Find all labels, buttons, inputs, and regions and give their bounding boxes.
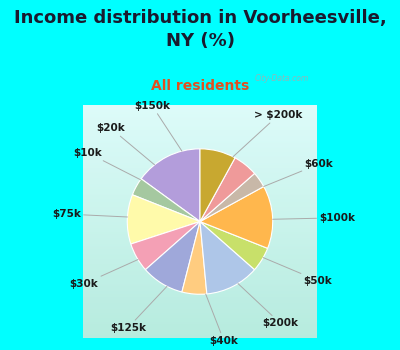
Text: $100k: $100k: [273, 213, 355, 223]
Text: $150k: $150k: [134, 101, 182, 151]
Wedge shape: [141, 149, 200, 222]
Text: All residents: All residents: [151, 79, 249, 93]
Text: $10k: $10k: [74, 148, 140, 180]
Text: $60k: $60k: [264, 159, 333, 187]
Wedge shape: [200, 187, 273, 248]
Wedge shape: [146, 222, 200, 292]
Wedge shape: [200, 222, 268, 270]
Text: City-Data.com: City-Data.com: [255, 75, 309, 83]
Text: $200k: $200k: [238, 284, 298, 328]
Wedge shape: [200, 174, 264, 222]
Wedge shape: [200, 222, 254, 294]
Wedge shape: [132, 179, 200, 222]
Text: $40k: $40k: [206, 294, 238, 345]
Wedge shape: [182, 222, 207, 294]
Text: > $200k: > $200k: [233, 110, 302, 157]
Text: $20k: $20k: [97, 124, 154, 165]
Wedge shape: [200, 149, 235, 222]
Wedge shape: [200, 158, 254, 222]
Wedge shape: [131, 222, 200, 270]
Text: $50k: $50k: [263, 258, 332, 286]
Text: $75k: $75k: [52, 209, 128, 219]
Text: $30k: $30k: [70, 260, 138, 289]
Wedge shape: [127, 195, 200, 244]
Text: Income distribution in Voorheesville,
NY (%): Income distribution in Voorheesville, NY…: [14, 9, 386, 49]
Text: $125k: $125k: [110, 286, 167, 333]
